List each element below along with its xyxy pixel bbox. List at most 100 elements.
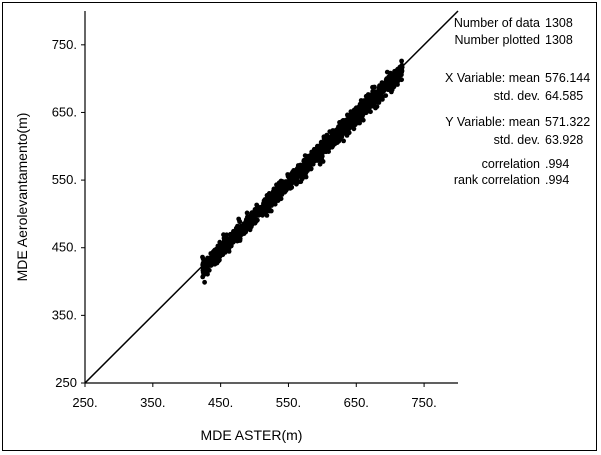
scatter-point [205,271,210,277]
scatter-point [357,101,363,107]
scatter-point [254,203,260,209]
stat-label: X Variable: mean [445,71,540,85]
x-tick-label: 550. [276,395,301,410]
x-tick-label: 750. [411,395,436,410]
y-tick-label: 250 [55,375,77,390]
scatter-point [363,93,369,99]
scatter-point [247,227,253,233]
one-to-one-line [84,10,459,384]
scatter-point [399,58,404,64]
scatter-point [252,218,258,223]
scatter-point [389,87,395,93]
scatter-point [341,138,346,144]
scatter-point [327,137,332,143]
scatter-point [365,108,370,114]
x-tick-label: 350. [140,395,165,410]
chart-frame [2,2,597,451]
scatter-point [236,216,242,222]
scatter-point [317,161,323,167]
stat-value: 1308 [545,16,573,30]
scatter-point [235,223,240,229]
scatter-point [208,262,214,268]
scatter-point [384,69,390,75]
scatter-point [351,117,357,122]
stat-value: 64.585 [545,89,583,103]
scatter-point [340,118,346,123]
stat-label: std. dev. [494,133,540,147]
scatter-point [202,279,208,285]
stat-value: 571.322 [545,115,590,129]
y-tick-label: 450. [52,240,77,255]
scatter-point [299,176,305,182]
scatter-point [285,174,291,179]
scatter-point [218,248,224,254]
axis-ticks: 250 350. 450. 550. 650. 750. 250. 350. 450. 550. 6… [52,37,437,410]
stat-label: std. dev. [494,89,540,103]
scatter-point [239,232,244,238]
scatter-point [395,76,401,81]
scatter-point [294,176,300,182]
statistics-panel: Number of data 1308 Number plotted 1308 X Va… [445,16,590,187]
stat-label: Y Variable: mean [445,115,540,129]
scatter-point [371,103,377,109]
y-tick-label: 350. [52,307,77,322]
scatter-point [249,222,255,227]
scatter-point [347,122,353,128]
stat-value: 576.144 [545,71,590,85]
scatter-point [372,84,377,90]
stat-value: .994 [545,157,569,171]
y-tick-label: 750. [52,37,77,52]
scatter-point [315,143,320,149]
scatter-point [283,188,289,194]
scatter-point [234,235,240,241]
scatter-point [278,190,284,196]
scatter-point [244,210,250,216]
scatter-point [200,274,206,280]
scatter-point [221,235,227,241]
y-axis-title: MDE Aerolevantamento(m) [14,113,30,282]
y-tick-label: 650. [52,104,77,119]
scatter-point [390,80,396,86]
scatter-point [339,128,344,134]
scatter-point [305,168,310,174]
stat-value: 63.928 [545,133,583,147]
scatter-point [383,93,389,98]
stat-value: .994 [545,173,569,187]
x-tick-label: 250. [72,395,97,410]
scatter-point [221,232,226,238]
scatter-point [360,117,366,123]
stat-label: Number of data [454,16,540,30]
scatter-point [269,199,274,204]
scatter-point [200,254,205,260]
x-tick-label: 450. [208,395,233,410]
scatter-point [373,97,379,103]
scatter-point [372,90,378,96]
scatter-point [351,126,357,132]
scatter-point [378,93,384,99]
scatter-point [326,145,332,151]
scatter-point [278,178,284,184]
stat-label: rank correlation [454,173,540,187]
stat-label: correlation [482,157,540,171]
scatter-point [200,268,206,273]
scatter-point [386,83,392,88]
scatter-point [226,249,232,254]
y-tick-label: 550. [52,172,77,187]
scatter-point [337,136,343,142]
scatter-point [237,236,243,242]
scatter-point [396,71,402,76]
x-axis-title: MDE ASTER(m) [201,427,303,443]
scatter-point [302,172,308,178]
scatter-point [337,120,342,125]
scatter-point [373,94,379,99]
scatter-point [241,228,247,233]
scatter-point [327,129,333,135]
scatter-point [324,132,330,138]
stat-label: Number plotted [455,33,541,47]
x-tick-label: 650. [344,395,369,410]
scatter-point [326,149,331,155]
scatter-point [205,266,210,272]
scatter-point [355,116,361,122]
scatter-point [351,107,357,113]
